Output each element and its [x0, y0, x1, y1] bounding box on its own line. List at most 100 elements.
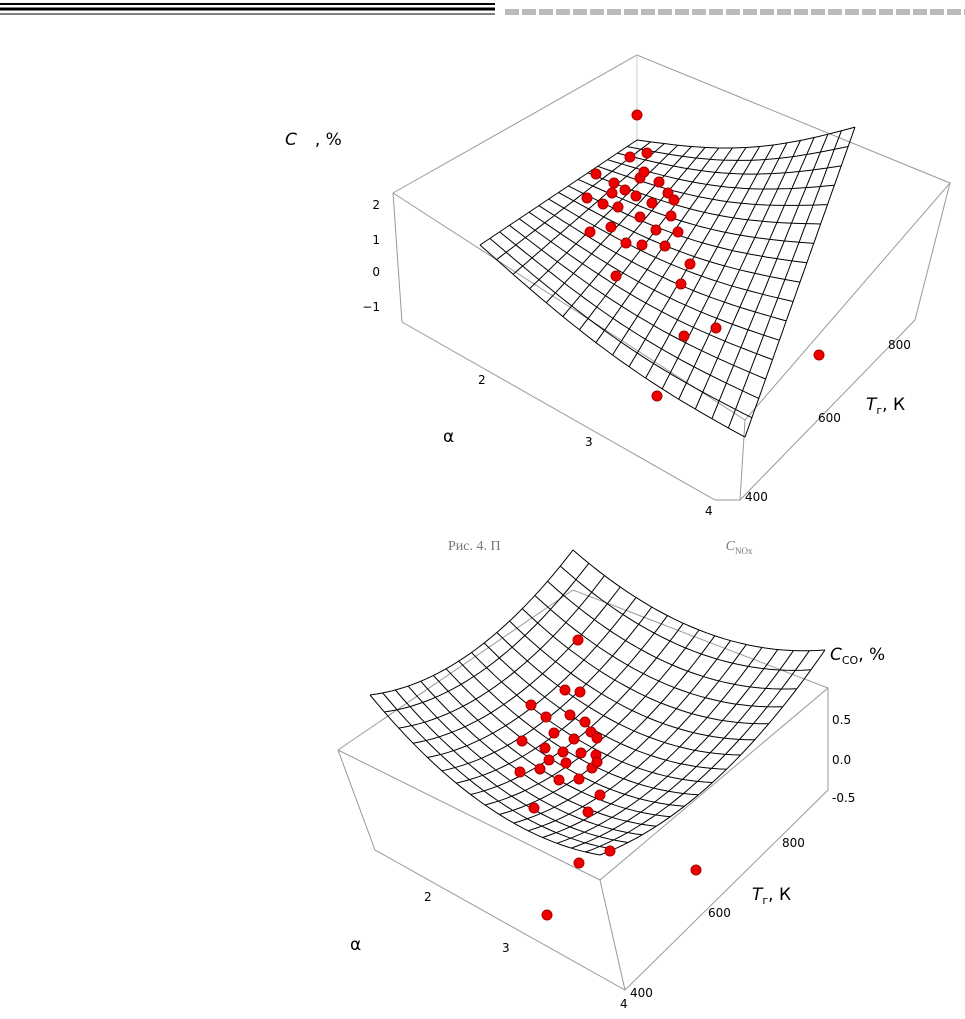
data-point [591, 732, 603, 744]
data-point [581, 192, 593, 204]
data-point [590, 168, 602, 180]
data-point [641, 147, 653, 159]
mesh-line [744, 126, 856, 438]
mesh-line [499, 231, 760, 399]
mesh-line [384, 562, 590, 713]
data-point [584, 226, 596, 238]
mesh-line [542, 647, 763, 838]
data-point [653, 176, 665, 188]
data-point [514, 766, 526, 778]
mesh-line [568, 185, 807, 264]
mesh-line [678, 140, 801, 400]
data-point [608, 177, 620, 189]
y-label: Tг, К [752, 885, 791, 907]
mesh-line [711, 134, 829, 419]
data-point [516, 735, 528, 747]
z-tick: -0.5 [832, 791, 855, 805]
data-point [610, 270, 622, 282]
data-point [612, 201, 624, 213]
mesh-line [558, 192, 801, 283]
data-point [624, 151, 636, 163]
data-point [646, 197, 658, 209]
data-point [539, 742, 551, 754]
data-point [651, 390, 663, 402]
z-tick: 0.5 [832, 713, 851, 727]
mesh-line [527, 644, 747, 832]
x-tick: 3 [585, 435, 593, 449]
mesh-line [547, 580, 797, 690]
data-point [574, 686, 586, 698]
mesh-line [572, 549, 826, 652]
data-point [605, 221, 617, 233]
header-rule [0, 3, 965, 15]
data-point [630, 190, 642, 202]
mesh-line [509, 620, 755, 741]
data-point [672, 226, 684, 238]
data-point [564, 709, 576, 721]
mesh-line [577, 178, 814, 244]
mesh-line [628, 146, 761, 368]
mesh-line [559, 565, 811, 671]
z-tick: 0 [372, 265, 380, 279]
data-point [548, 727, 560, 739]
data-point [579, 716, 591, 728]
data-point [710, 322, 722, 334]
mesh-line [407, 685, 643, 836]
mesh-line [420, 680, 657, 827]
data-point [568, 733, 580, 745]
mesh-line [484, 629, 700, 806]
z-tick: −1 [362, 300, 380, 314]
y-tick: 600 [708, 906, 731, 920]
data-point [631, 109, 643, 121]
data-point [528, 802, 540, 814]
data-point [557, 746, 569, 758]
data-point [594, 789, 606, 801]
x-label: α [443, 427, 454, 447]
mesh-line [599, 649, 826, 856]
x-tick: 2 [424, 890, 432, 904]
z-tick: 1 [372, 233, 380, 247]
figure-1 [392, 54, 951, 501]
data-point [541, 909, 553, 921]
data-point [690, 864, 702, 876]
mesh-line [382, 692, 615, 850]
data-point [597, 198, 609, 210]
mesh-line [456, 615, 668, 784]
mesh-line [499, 635, 716, 815]
data-point [636, 239, 648, 251]
mesh-line [534, 595, 783, 708]
data-point [606, 187, 618, 199]
y-tick: 400 [630, 986, 653, 1000]
mesh-line [521, 608, 769, 725]
data-point [813, 349, 825, 361]
mesh-line [556, 649, 779, 844]
mesh-line [433, 675, 671, 818]
data-point [540, 711, 552, 723]
data-point [678, 330, 690, 342]
mesh-line [427, 597, 637, 758]
z-label: CCO, % [830, 645, 885, 667]
data-point [638, 166, 650, 178]
mesh-line [585, 650, 810, 853]
mesh-line [513, 640, 731, 824]
x-tick: 4 [705, 504, 713, 518]
data-point [575, 747, 587, 759]
x-tick: 3 [502, 941, 510, 955]
y-tick: 400 [745, 490, 768, 504]
mesh-line [483, 642, 727, 770]
z-tick: 2 [372, 198, 380, 212]
figure-2 [337, 549, 829, 991]
mesh-line [571, 650, 794, 849]
data-point [662, 187, 674, 199]
data-point [668, 194, 680, 206]
data-point [559, 684, 571, 696]
mesh-line [627, 146, 849, 161]
data-point [572, 634, 584, 646]
mesh-line [661, 142, 788, 390]
data-point [573, 857, 585, 869]
data-point [684, 258, 696, 270]
mesh-line [617, 152, 842, 175]
mesh-line [538, 205, 787, 322]
mesh-line [470, 623, 684, 795]
